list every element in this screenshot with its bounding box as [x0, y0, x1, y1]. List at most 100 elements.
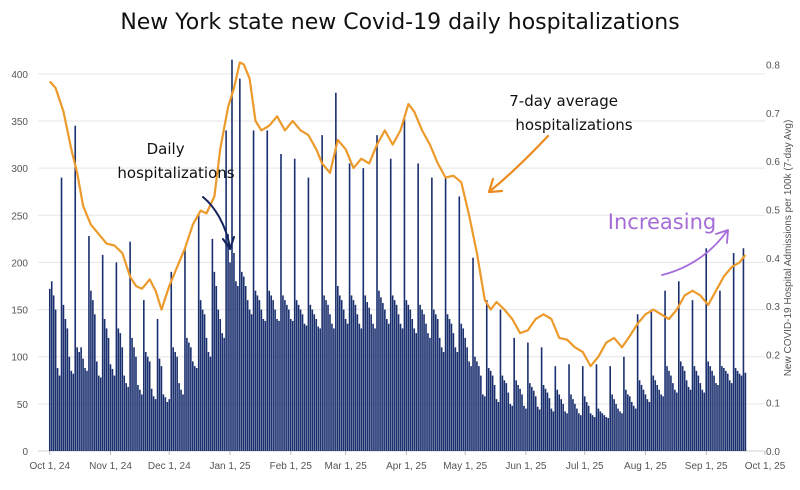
- bar: [411, 319, 414, 451]
- bar: [231, 59, 233, 451]
- bar: [211, 238, 214, 451]
- bar: [235, 281, 237, 451]
- bar: [529, 383, 531, 451]
- bar: [174, 352, 176, 451]
- annotation-increasing-arrow: [661, 230, 728, 276]
- bar: [378, 290, 380, 451]
- bar: [94, 314, 96, 451]
- bar: [84, 368, 86, 451]
- bar: [570, 394, 572, 451]
- bar: [536, 406, 539, 451]
- bar: [664, 290, 666, 451]
- bar: [521, 394, 523, 451]
- y-tick-label-left: 350: [11, 117, 28, 128]
- bar: [652, 375, 655, 451]
- y-tick-label-right: 0.6: [766, 157, 780, 168]
- annotation-avg-line1: 7-day average: [509, 92, 618, 110]
- bar: [225, 130, 227, 451]
- bar: [384, 309, 386, 451]
- bar: [288, 309, 290, 451]
- bar: [681, 366, 684, 451]
- annotation-daily-line2: hospitalizations: [117, 164, 234, 182]
- bar: [736, 370, 739, 451]
- bar: [289, 319, 292, 451]
- bar: [407, 304, 410, 451]
- bar: [642, 389, 645, 451]
- bar: [499, 309, 502, 451]
- bar: [246, 300, 249, 451]
- bar: [391, 295, 394, 451]
- bar: [628, 396, 631, 451]
- bar: [434, 314, 437, 451]
- right-y-axis-label: New COVID-19 Hospital Admissions per 100…: [783, 120, 794, 377]
- bar: [380, 297, 382, 451]
- bar: [632, 405, 635, 451]
- bar: [88, 236, 90, 451]
- bar: [634, 408, 637, 451]
- bar: [180, 389, 182, 451]
- bar: [107, 337, 110, 451]
- bar: [299, 309, 302, 451]
- bar: [444, 177, 447, 452]
- bar: [619, 411, 621, 451]
- bar: [581, 366, 584, 451]
- bar: [738, 373, 741, 451]
- bar: [123, 375, 126, 451]
- bar: [578, 413, 580, 451]
- bar: [213, 271, 216, 451]
- bar: [239, 78, 241, 452]
- x-tick-label: Oct 1, 24: [29, 461, 70, 472]
- bar: [540, 347, 543, 451]
- bar: [346, 323, 349, 451]
- y-tick-label-right: 0.5: [766, 206, 780, 217]
- bar: [687, 386, 690, 451]
- bar: [199, 300, 202, 451]
- y-tick-label-right: 0.7: [766, 109, 780, 120]
- bar: [554, 366, 557, 451]
- bar: [558, 394, 561, 451]
- bar: [305, 325, 308, 451]
- x-tick-label: Nov 1, 24: [89, 461, 132, 472]
- bar: [297, 304, 300, 451]
- bar: [697, 375, 700, 451]
- bar: [92, 300, 94, 451]
- bar: [313, 314, 316, 451]
- bar: [158, 358, 161, 451]
- bar: [76, 347, 78, 451]
- bar: [260, 309, 263, 451]
- bar: [491, 375, 494, 451]
- bar: [262, 319, 265, 451]
- bar: [154, 399, 157, 451]
- bar: [90, 290, 92, 451]
- bar: [60, 177, 63, 452]
- bar: [331, 323, 333, 451]
- bar: [270, 295, 272, 451]
- annotation-daily-arrowhead: [222, 236, 235, 250]
- bar: [192, 361, 194, 451]
- bar: [190, 347, 192, 451]
- bar: [237, 286, 239, 451]
- bar: [427, 333, 429, 451]
- annotation-daily-line1: Daily: [147, 140, 185, 158]
- x-tick-label: May 1, 25: [443, 461, 487, 472]
- bar: [587, 405, 590, 451]
- bar: [470, 366, 472, 451]
- y-tick-label-left: 400: [11, 70, 28, 81]
- bar: [621, 413, 623, 451]
- x-tick-label: Oct 1, 25: [745, 461, 786, 472]
- bar: [233, 253, 235, 451]
- bar: [137, 385, 139, 451]
- bar: [689, 389, 692, 451]
- bar: [431, 177, 433, 452]
- bar: [511, 405, 514, 451]
- bar: [223, 337, 225, 451]
- bar: [460, 323, 463, 451]
- bar: [319, 328, 321, 451]
- x-tick-label: Apr 1, 25: [386, 461, 427, 472]
- bar: [340, 300, 343, 451]
- bar: [344, 319, 347, 451]
- bar: [448, 319, 451, 451]
- bar: [250, 314, 253, 451]
- bar: [574, 403, 576, 451]
- bar: [393, 300, 396, 451]
